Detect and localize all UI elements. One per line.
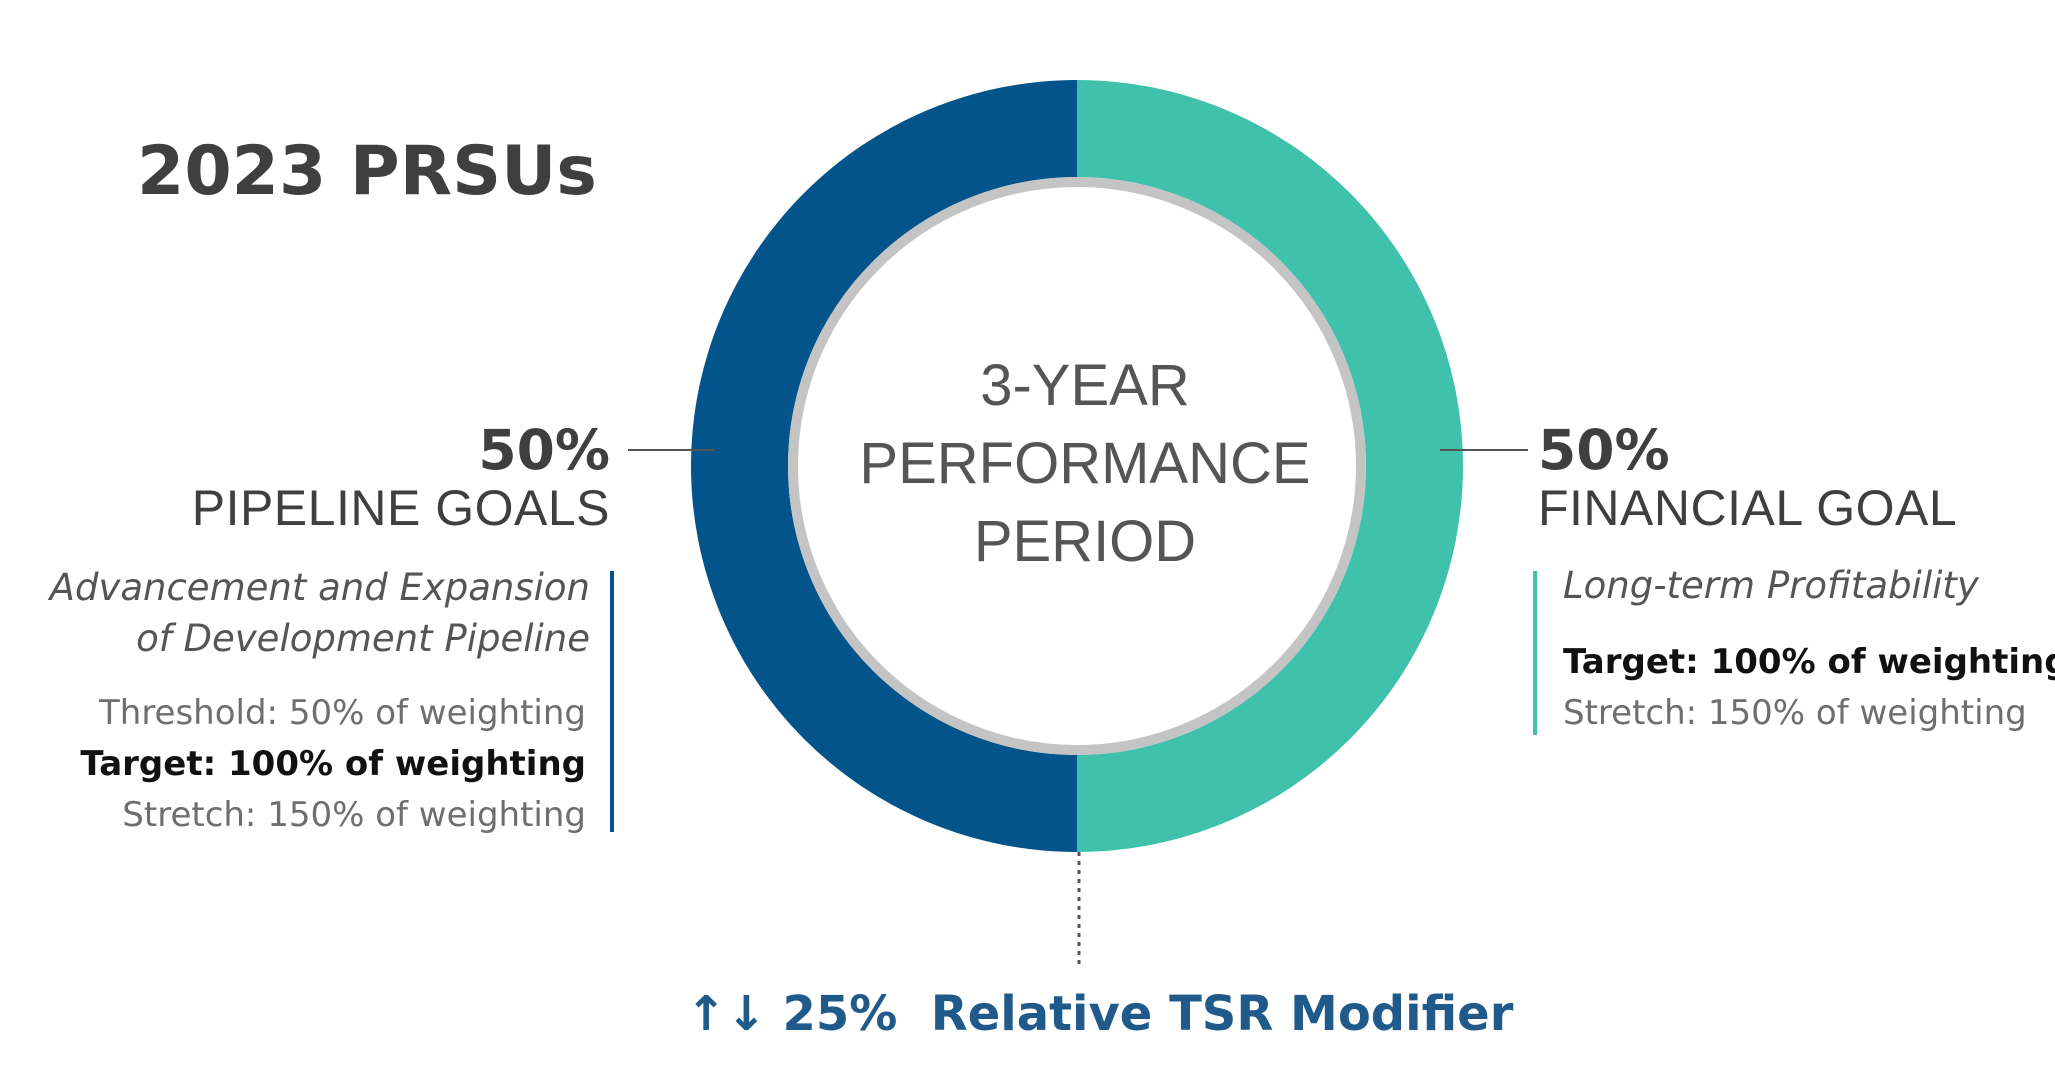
financial-goal-slice	[1077, 80, 1463, 852]
pipeline-desc-line-2: of Development Pipeline	[136, 617, 590, 660]
inner-ring	[788, 177, 1366, 755]
center-line-2: PERFORMANCE	[859, 431, 1311, 496]
financial-accent-bar	[1533, 571, 1537, 735]
pipeline-percent: 50%	[478, 418, 610, 482]
tsr-modifier-text: 25% Relative TSR Modifier	[782, 986, 1514, 1042]
financial-target: Target: 100% of weighting	[1563, 642, 2055, 682]
financial-percent: 50%	[1538, 418, 1670, 482]
page-title: 2023 PRSUs	[137, 132, 597, 211]
financial-stretch: Stretch: 150% of weighting	[1563, 693, 2027, 733]
pipeline-target: Target: 100% of weighting	[80, 744, 586, 784]
up-down-arrows-icon: ↑↓	[686, 986, 767, 1042]
center-line-1: 3-YEAR	[980, 353, 1190, 418]
center-line-3: PERIOD	[973, 509, 1197, 574]
pipeline-goals-slice	[691, 80, 1077, 852]
pipeline-accent-bar	[610, 571, 614, 832]
pipeline-stretch: Stretch: 150% of weighting	[122, 795, 586, 835]
tsr-modifier: ↑↓ 25% Relative TSR Modifier	[686, 990, 1513, 1038]
pipeline-desc-line-1: Advancement and Expansion	[49, 566, 590, 609]
performance-period-label: 3-YEAR PERFORMANCE PERIOD	[845, 347, 1325, 581]
financial-goal-heading: FINANCIAL GOAL	[1538, 480, 1958, 536]
financial-description: Long-term Profitability	[1563, 564, 1979, 607]
pipeline-goals-heading: PIPELINE GOALS	[191, 480, 610, 536]
pipeline-description: Advancement and Expansion of Development…	[20, 562, 590, 664]
pipeline-threshold: Threshold: 50% of weighting	[99, 693, 586, 733]
